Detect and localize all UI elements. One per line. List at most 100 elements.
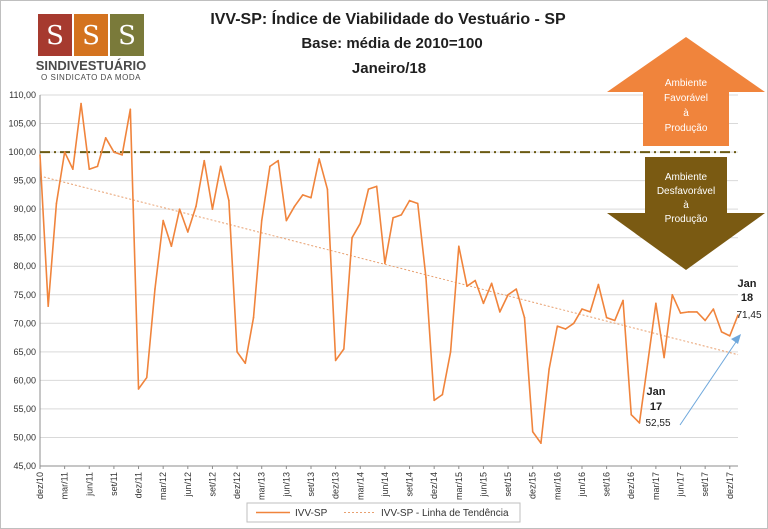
up-arrow-text-3: à xyxy=(683,108,689,119)
data-point xyxy=(88,168,91,170)
data-point xyxy=(630,413,633,416)
logo-subtitle: O SINDICATO DA MODA xyxy=(41,73,141,82)
data-point xyxy=(572,322,575,325)
down-arrow-text-2: Desfavorável xyxy=(657,186,715,197)
legend-box xyxy=(246,502,521,523)
data-point xyxy=(441,393,444,396)
y-tick-label: 65,00 xyxy=(13,347,36,357)
data-point xyxy=(548,368,550,370)
x-tick-label: jun/13 xyxy=(281,472,291,498)
data-point xyxy=(334,359,337,362)
chart-title: IVV-SP: Índice de Viabilidade do Vestuár… xyxy=(210,9,566,77)
data-point xyxy=(622,299,624,302)
y-tick-label: 45,00 xyxy=(13,461,36,471)
annotation-jan17-label-2: 17 xyxy=(650,401,662,413)
unfavorable-arrow: Ambiente Desfavorável à Produção xyxy=(607,157,765,270)
data-point xyxy=(712,308,715,310)
x-tick-label: jun/17 xyxy=(676,472,686,498)
data-point xyxy=(646,362,649,365)
annotation-jan18-label-2: 18 xyxy=(741,292,753,304)
data-point xyxy=(474,279,477,282)
annotation-arrow-line xyxy=(679,338,739,426)
annotation-jan18-value: 71,45 xyxy=(736,310,761,321)
down-arrow-text-4: Produção xyxy=(665,214,708,225)
data-point xyxy=(203,159,206,162)
x-tick-label: set/13 xyxy=(306,472,316,497)
x-tick-label: mar/17 xyxy=(651,472,661,500)
annotation-jan17-value: 52,55 xyxy=(645,418,670,429)
logo-s-glyph: S xyxy=(118,21,136,51)
data-point xyxy=(277,159,279,162)
data-point xyxy=(400,214,403,216)
y-tick-label: 95,00 xyxy=(13,176,36,186)
annotation-jan17-label-1: Jan xyxy=(647,386,666,398)
data-point xyxy=(72,168,74,170)
data-point xyxy=(178,208,181,210)
gridlines xyxy=(40,94,738,467)
data-point xyxy=(433,399,435,402)
data-point xyxy=(145,376,148,379)
data-point xyxy=(499,311,501,313)
y-tick-label: 100,00 xyxy=(8,147,36,157)
data-point xyxy=(466,285,468,288)
data-point xyxy=(244,362,247,365)
data-point xyxy=(318,158,321,160)
series-line xyxy=(39,102,739,444)
annotation-arrow xyxy=(679,334,741,426)
x-tick-label: jun/16 xyxy=(577,472,587,498)
x-tick-label: mar/14 xyxy=(355,472,365,500)
data-point xyxy=(219,165,222,168)
y-tick-label: 50,00 xyxy=(13,432,36,442)
x-tick-label: mar/11 xyxy=(60,472,70,499)
logo-s-glyph: S xyxy=(82,21,100,51)
data-point xyxy=(104,137,107,139)
data-point xyxy=(482,302,485,305)
data-point xyxy=(228,199,230,202)
data-point xyxy=(384,262,386,265)
up-arrow-text-2: Favorável xyxy=(664,93,708,104)
y-axis: 45,00 50,00 55,00 60,00 65,00 70,00 75,00 80,00… xyxy=(8,90,41,471)
data-point xyxy=(720,331,723,333)
x-tick-label: dez/16 xyxy=(626,472,636,499)
data-point xyxy=(655,302,657,305)
logo-panel-2 xyxy=(74,14,108,56)
annotation-jan17: Jan 17 52,55 xyxy=(645,386,670,429)
down-arrow-shape xyxy=(607,157,765,270)
data-point xyxy=(162,219,164,222)
data-point xyxy=(170,245,173,248)
x-tick-label: set/14 xyxy=(405,472,415,497)
x-tick-label: mar/15 xyxy=(454,472,464,500)
data-point xyxy=(679,312,682,314)
data-point xyxy=(187,231,189,233)
x-tick-label: set/12 xyxy=(207,472,217,497)
legend-label-trend: IVV-SP - Linha de Tendência xyxy=(381,508,509,519)
title-line-1: IVV-SP: Índice de Viabilidade do Vestuár… xyxy=(210,9,566,28)
x-tick-label: dez/12 xyxy=(232,472,242,499)
down-arrow-text-3: à xyxy=(683,200,689,211)
data-point xyxy=(671,293,674,296)
data-point xyxy=(55,202,58,205)
data-point xyxy=(195,205,197,208)
data-point xyxy=(589,311,591,313)
data-point xyxy=(490,282,493,285)
data-point xyxy=(425,276,427,279)
data-point xyxy=(39,154,41,156)
data-point xyxy=(154,288,156,290)
title-line-3: Janeiro/18 xyxy=(352,60,426,77)
up-arrow-text-4: Produção xyxy=(665,123,708,134)
y-tick-label: 80,00 xyxy=(13,261,36,271)
x-tick-label: set/17 xyxy=(700,472,710,497)
data-point xyxy=(531,430,534,433)
x-tick-label: mar/16 xyxy=(552,472,562,500)
data-point xyxy=(211,208,214,210)
data-point xyxy=(375,185,378,188)
data-point xyxy=(728,335,731,337)
x-tick-label: mar/12 xyxy=(158,472,168,500)
data-point xyxy=(515,288,518,290)
data-point xyxy=(351,236,353,239)
y-tick-label: 70,00 xyxy=(13,318,36,328)
down-arrow-text-1: Ambiente xyxy=(665,172,708,183)
data-point xyxy=(523,316,526,319)
data-point xyxy=(704,319,706,322)
